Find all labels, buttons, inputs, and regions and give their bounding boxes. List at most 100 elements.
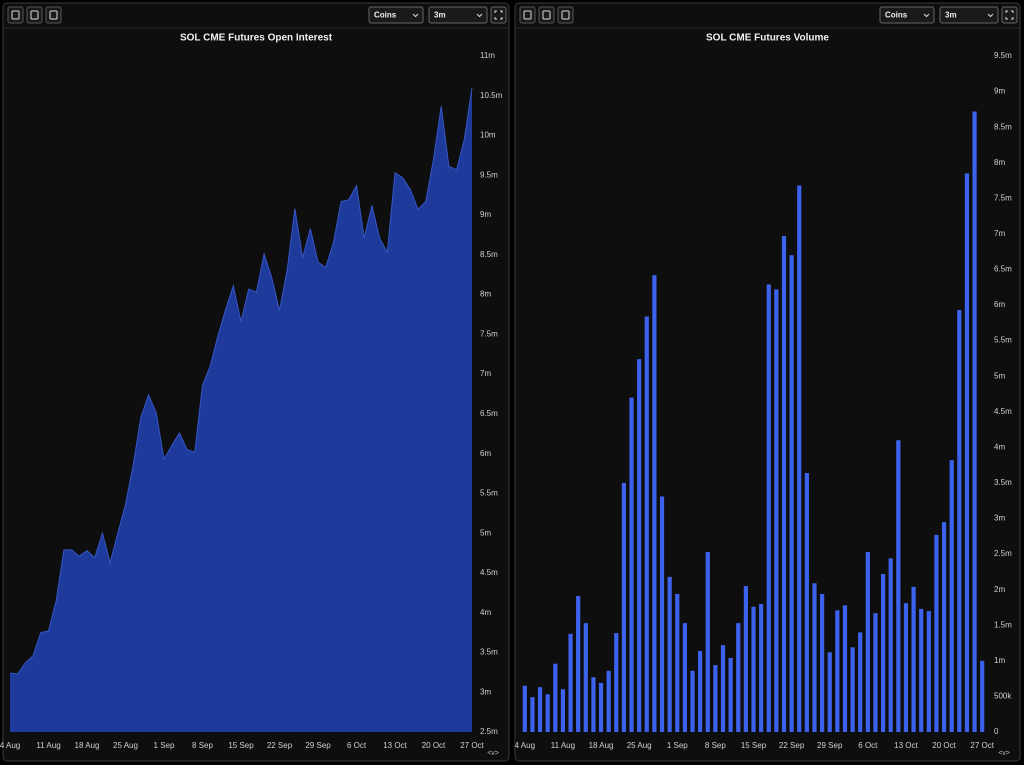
y-tick-label: 6.5m (480, 409, 498, 418)
y-tick-label: 2m (994, 585, 1005, 594)
export-button[interactable] (557, 6, 574, 24)
x-tick-label: 15 Sep (228, 741, 254, 750)
range-chevron (987, 13, 994, 18)
y-tick-label: 4.5m (480, 568, 498, 577)
y-tick-label: 2.5m (480, 727, 498, 736)
x-tick-label: 8 Sep (705, 741, 726, 750)
bar (888, 558, 893, 732)
bar (522, 685, 527, 732)
y-tick-label: 10m (480, 131, 496, 140)
bar (743, 586, 748, 732)
bar (705, 551, 710, 732)
range-select[interactable] (939, 6, 999, 24)
x-tick-label: 25 Aug (113, 741, 138, 750)
range-select-label: 3m (434, 11, 446, 20)
y-tick-label: 7m (994, 229, 1005, 238)
bar (682, 623, 687, 732)
fullscreen-button[interactable] (1001, 6, 1018, 24)
bar (873, 613, 878, 732)
bar (629, 397, 634, 732)
bar (621, 482, 627, 732)
y-tick-label: 3m (480, 687, 491, 696)
y-tick-label: 10.5m (480, 91, 503, 100)
x-tick-label: 27 Oct (970, 741, 994, 750)
bar (591, 677, 596, 732)
copy-icon (30, 10, 39, 20)
export-icon (561, 10, 570, 20)
chart-title: SOL CME Futures Open Interest (180, 33, 333, 44)
x-tick-label: 20 Oct (422, 741, 446, 750)
bar (957, 310, 962, 732)
camera-button[interactable] (519, 6, 536, 24)
export-button[interactable] (45, 6, 62, 24)
camera-icon (11, 10, 20, 20)
unit-select[interactable] (368, 6, 424, 24)
chart-title: SOL CME Futures Volume (706, 33, 829, 44)
x-tick-label: 18 Aug (75, 741, 100, 750)
y-tick-label: 4.5m (994, 407, 1012, 416)
bar (919, 608, 924, 732)
bar (728, 657, 733, 732)
x-tick-label: 6 Oct (858, 741, 878, 750)
x-tick-label: 13 Oct (894, 741, 918, 750)
range-select-label: 3m (945, 11, 957, 20)
y-tick-label: 500k (994, 692, 1012, 701)
copy-button[interactable] (26, 6, 43, 24)
x-tick-label: 27 Oct (460, 741, 484, 750)
x-tick-label: 29 Sep (817, 741, 843, 750)
bar (896, 440, 901, 732)
bar (652, 275, 657, 732)
x-tick-label: 13 Oct (383, 741, 407, 750)
bar (858, 632, 863, 732)
bar (545, 694, 550, 732)
bar (903, 603, 909, 732)
y-tick-label: 8.5m (994, 122, 1012, 131)
bar (598, 682, 604, 732)
unit-chevron (412, 13, 419, 18)
x-tick-label: 8 Sep (192, 741, 213, 750)
bar (827, 652, 832, 732)
bar (637, 359, 642, 732)
y-tick-label: 7.5m (994, 193, 1012, 202)
camera-button[interactable] (7, 6, 24, 24)
bar (789, 255, 794, 732)
y-tick-label: 5m (480, 528, 491, 537)
y-tick-label: 1.5m (994, 620, 1012, 629)
y-tick-label: 9.5m (480, 170, 498, 179)
bar (667, 576, 672, 732)
range-select[interactable] (428, 6, 488, 24)
copy-button[interactable] (538, 6, 555, 24)
unit-select[interactable] (879, 6, 935, 24)
x-tick-label: 22 Sep (267, 741, 293, 750)
bar (774, 289, 779, 732)
bar (713, 665, 718, 732)
y-tick-label: 4m (994, 442, 1005, 451)
copy-icon (542, 10, 551, 20)
x-tick-label: 1 Sep (154, 741, 175, 750)
bar (720, 645, 726, 732)
x-tick-label: 18 Aug (589, 741, 614, 750)
bar (804, 472, 809, 732)
fullscreen-icon (1005, 10, 1014, 20)
fullscreen-button[interactable] (490, 6, 507, 24)
y-tick-label: 6m (480, 449, 491, 458)
bar (698, 650, 703, 732)
y-tick-label: 7.5m (480, 329, 498, 338)
y-tick-label: 11m (480, 51, 495, 60)
bar (759, 603, 764, 732)
bar (880, 574, 886, 732)
x-tick-label: 6 Oct (347, 741, 367, 750)
x-tick-label: 15 Sep (741, 741, 767, 750)
y-tick-label: 3m (994, 514, 1005, 523)
bar (568, 633, 573, 732)
x-tick-label: 20 Oct (932, 741, 956, 750)
bar (606, 670, 611, 732)
scroll-hint: <v> (487, 750, 499, 757)
bar (781, 236, 787, 732)
bar (934, 534, 939, 732)
bar (751, 606, 756, 732)
bar (972, 111, 977, 732)
bar (797, 185, 802, 732)
y-tick-label: 5m (994, 371, 1005, 380)
